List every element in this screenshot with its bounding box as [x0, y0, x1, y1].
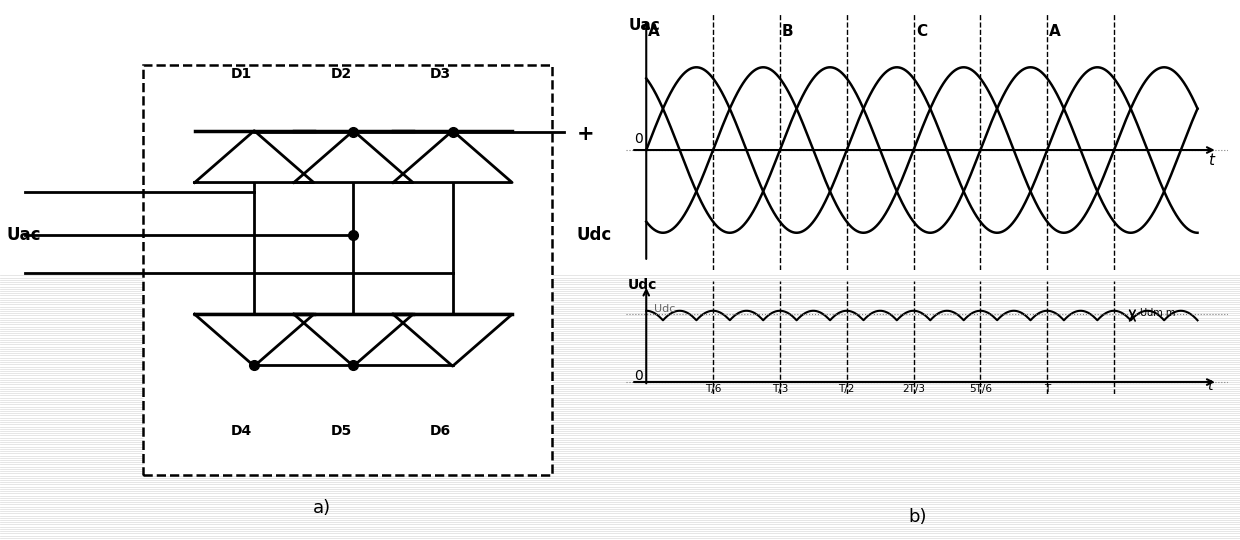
Text: 2T/3: 2T/3 [901, 384, 925, 394]
Text: T/2: T/2 [838, 384, 854, 394]
Text: t: t [1208, 379, 1213, 393]
Bar [0, 0, 620, 270]
Text: D4: D4 [231, 424, 253, 438]
Text: D3: D3 [429, 68, 451, 82]
Text: Udc: Udc [655, 305, 676, 314]
Text: T/3: T/3 [771, 384, 789, 394]
Text: Uac: Uac [6, 226, 41, 244]
Text: D6: D6 [429, 424, 451, 438]
Text: D1: D1 [231, 68, 253, 82]
Text: 0: 0 [634, 132, 644, 146]
Bar [143, 65, 552, 475]
Text: 0: 0 [634, 369, 644, 383]
Text: D5: D5 [330, 424, 352, 438]
Text: D2: D2 [330, 68, 352, 82]
Text: a): a) [314, 499, 331, 517]
Text: A: A [1049, 24, 1061, 39]
Text: C: C [916, 24, 928, 39]
Text: A: A [649, 24, 660, 39]
Text: +: + [577, 124, 594, 144]
Text: Udc: Udc [577, 226, 611, 244]
Text: Udc: Udc [629, 278, 657, 292]
Text: b): b) [909, 508, 926, 525]
Text: B: B [781, 24, 794, 39]
Text: Uac: Uac [629, 18, 660, 33]
Text: T: T [1044, 384, 1050, 394]
Text: t: t [1208, 153, 1214, 168]
Text: Udm m: Udm m [1141, 308, 1176, 318]
Text: T/6: T/6 [704, 384, 722, 394]
Text: 5T/6: 5T/6 [968, 384, 992, 394]
